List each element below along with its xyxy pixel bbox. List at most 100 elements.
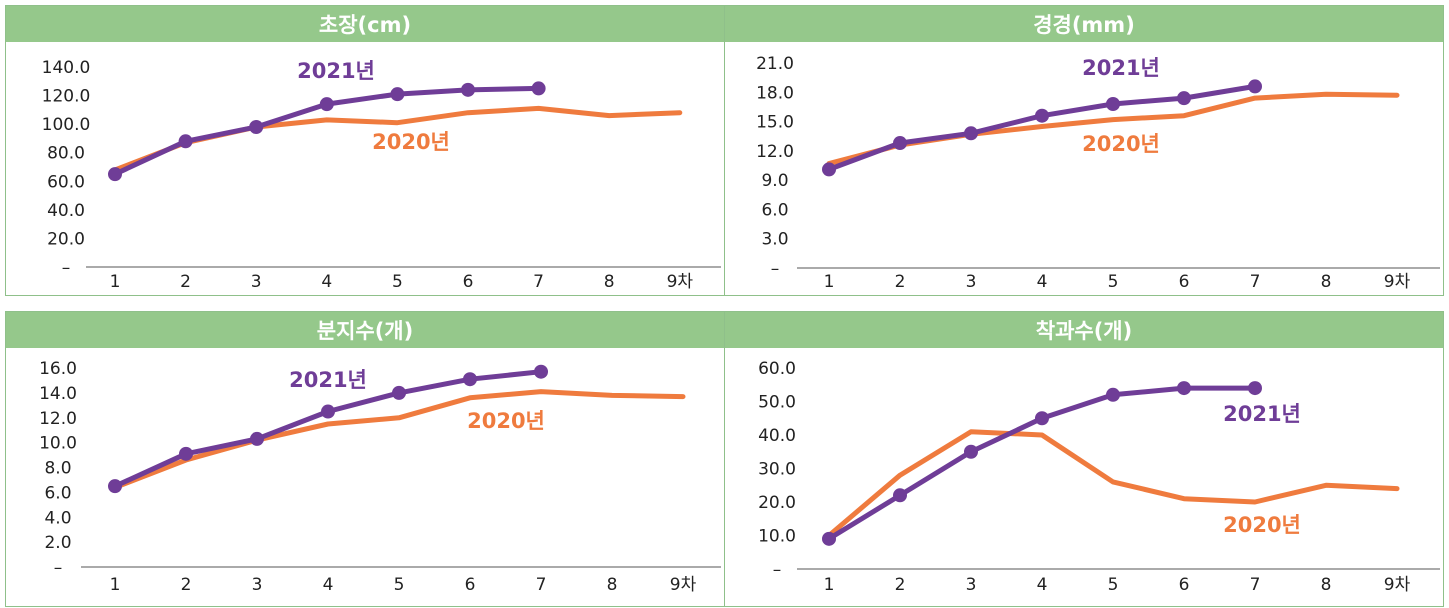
y-tick-label: 6.0 xyxy=(44,483,71,503)
x-tick-label: 7 xyxy=(1250,575,1261,595)
series-2021-point xyxy=(1248,79,1262,94)
series-2021-point xyxy=(178,134,193,149)
series-2021-label: 2021년 xyxy=(1082,56,1160,80)
series-2021-point xyxy=(1035,411,1049,426)
series-2021-point xyxy=(249,120,264,134)
x-tick-label: 9차 xyxy=(1384,272,1411,292)
x-tick-label: 4 xyxy=(321,272,332,292)
y-tick-label: – xyxy=(771,259,780,279)
x-tick-label: 6 xyxy=(465,575,476,595)
series-2021-point xyxy=(1177,381,1191,396)
x-tick-label: 7 xyxy=(533,272,544,292)
x-tick-label: 8 xyxy=(1321,575,1332,595)
y-tick-label: – xyxy=(54,558,63,578)
series-2021-point xyxy=(822,531,836,546)
chart-fruit-count: – 10.0 20.0 30.0 40.0 50.0 60.0 1 2 3 4 5 6 7 8 9차 2021년… xyxy=(758,359,1440,595)
x-tick-label: 3 xyxy=(251,272,262,292)
x-tick-label: 8 xyxy=(607,575,618,595)
x-tick-label: 8 xyxy=(604,272,615,292)
x-tick-label: 5 xyxy=(394,575,405,595)
chart-branch-count: – 2.0 4.0 6.0 8.0 10.0 12.0 14.0 16.0 1 2 3 4 5 6 7 8 9차 2… xyxy=(39,359,721,595)
chart-panel-stem-diameter: 경경(mm) – 3.0 6.0 9.0 12.0 15.0 18.0 21.0 1 2 3 4 5 6 7… xyxy=(724,5,1444,296)
series-2020-line xyxy=(826,429,1400,538)
x-tick-label: 5 xyxy=(392,272,403,292)
y-tick-label: 18.0 xyxy=(756,83,794,103)
chart-panel-fruit-count: 착과수(개) – 10.0 20.0 30.0 40.0 50.0 60.0 1 2 3 4 5 6 7 8… xyxy=(724,311,1444,607)
y-tick-label: 10.0 xyxy=(758,527,796,547)
series-2021-point xyxy=(1177,91,1191,106)
y-tick-label: 120.0 xyxy=(42,87,91,107)
x-tick-label: 6 xyxy=(1179,272,1190,292)
chart-title: 초장(cm) xyxy=(6,6,724,42)
x-tick-label: 9차 xyxy=(1384,575,1411,595)
chart-plant-height: – 20.0 40.0 60.0 80.0 100.0 120.0 140.0 1 2 3 4 5 6 7 8… xyxy=(42,58,721,292)
x-tick-label: 2 xyxy=(895,272,906,292)
x-tick-label: 6 xyxy=(1179,575,1190,595)
y-tick-label: 140.0 xyxy=(42,58,91,78)
x-tick-label: 2 xyxy=(895,575,906,595)
series-2021-point xyxy=(250,431,264,446)
series-2021-point xyxy=(964,444,978,459)
x-tick-label: 3 xyxy=(252,575,263,595)
y-tick-label: 12.0 xyxy=(39,409,77,429)
series-2021-label: 2021년 xyxy=(1223,402,1301,426)
series-2021-point xyxy=(822,162,836,177)
series-2021-point xyxy=(390,87,405,102)
series-2021-point xyxy=(319,97,334,112)
x-tick-label: 2 xyxy=(180,272,191,292)
y-tick-label: 40.0 xyxy=(47,201,85,221)
series-2020-label: 2020년 xyxy=(467,409,545,433)
y-tick-label: 60.0 xyxy=(47,172,85,192)
series-2020-label: 2020년 xyxy=(1082,132,1160,156)
series-2021-point xyxy=(179,446,193,461)
y-tick-label: 20.0 xyxy=(758,493,796,513)
series-2021-point xyxy=(893,136,907,151)
y-tick-label: 14.0 xyxy=(39,384,77,404)
y-tick-label: 6.0 xyxy=(761,200,788,220)
x-tick-label: 9차 xyxy=(667,272,694,292)
y-tick-label: 30.0 xyxy=(758,460,796,480)
x-tick-label: 2 xyxy=(181,575,192,595)
chart-panel-plant-height: 초장(cm) – 20.0 40.0 60.0 80.0 100.0 120.0 140.0 1… xyxy=(5,5,725,296)
series-2021-line xyxy=(826,385,1258,542)
y-tick-label: 8.0 xyxy=(44,459,71,479)
series-2021-point xyxy=(1106,97,1120,111)
series-2021-point xyxy=(893,488,907,503)
y-tick-label: 20.0 xyxy=(47,229,85,249)
series-2021-point xyxy=(461,82,475,97)
x-tick-label: 1 xyxy=(824,272,835,292)
series-2021-point xyxy=(108,479,122,494)
y-tick-label: 3.0 xyxy=(761,230,788,250)
chart-title: 분지수(개) xyxy=(6,312,724,348)
series-2021-point xyxy=(463,372,477,387)
x-tick-label: 7 xyxy=(1250,272,1261,292)
y-tick-label: 16.0 xyxy=(39,359,77,379)
x-tick-label: 1 xyxy=(824,575,835,595)
series-2021-point xyxy=(964,126,978,141)
series-2021-label: 2021년 xyxy=(297,59,375,83)
y-tick-label: – xyxy=(62,258,71,278)
series-2020-label: 2020년 xyxy=(1223,513,1301,537)
x-tick-label: 3 xyxy=(966,272,977,292)
x-tick-label: 4 xyxy=(1037,575,1048,595)
y-tick-label: 40.0 xyxy=(758,426,796,446)
y-tick-label: 50.0 xyxy=(758,393,796,413)
series-2021-point xyxy=(1035,108,1049,123)
x-tick-label: 3 xyxy=(966,575,977,595)
y-tick-label: 9.0 xyxy=(761,171,788,191)
x-tick-label: 8 xyxy=(1321,272,1332,292)
series-2021-label: 2021년 xyxy=(289,368,367,392)
x-tick-label: 4 xyxy=(1037,272,1048,292)
series-2020-label: 2020년 xyxy=(372,130,450,154)
series-2021-point xyxy=(392,385,406,400)
y-tick-label: 4.0 xyxy=(44,508,71,528)
x-tick-label: 9차 xyxy=(670,575,697,595)
x-tick-label: 5 xyxy=(1108,575,1119,595)
chart-panel-branch-count: 분지수(개) – 2.0 4.0 6.0 8.0 10.0 12.0 14.0 16.0 1 2 3 4… xyxy=(5,311,725,607)
x-tick-label: 1 xyxy=(110,272,121,292)
series-2021-point xyxy=(108,167,122,182)
chart-stem-diameter: – 3.0 6.0 9.0 12.0 15.0 18.0 21.0 1 2 3 4 5 6 7 8 9차 2021… xyxy=(756,54,1440,292)
series-2021-point xyxy=(531,81,546,96)
x-tick-label: 1 xyxy=(110,575,121,595)
y-tick-label: – xyxy=(773,560,782,580)
